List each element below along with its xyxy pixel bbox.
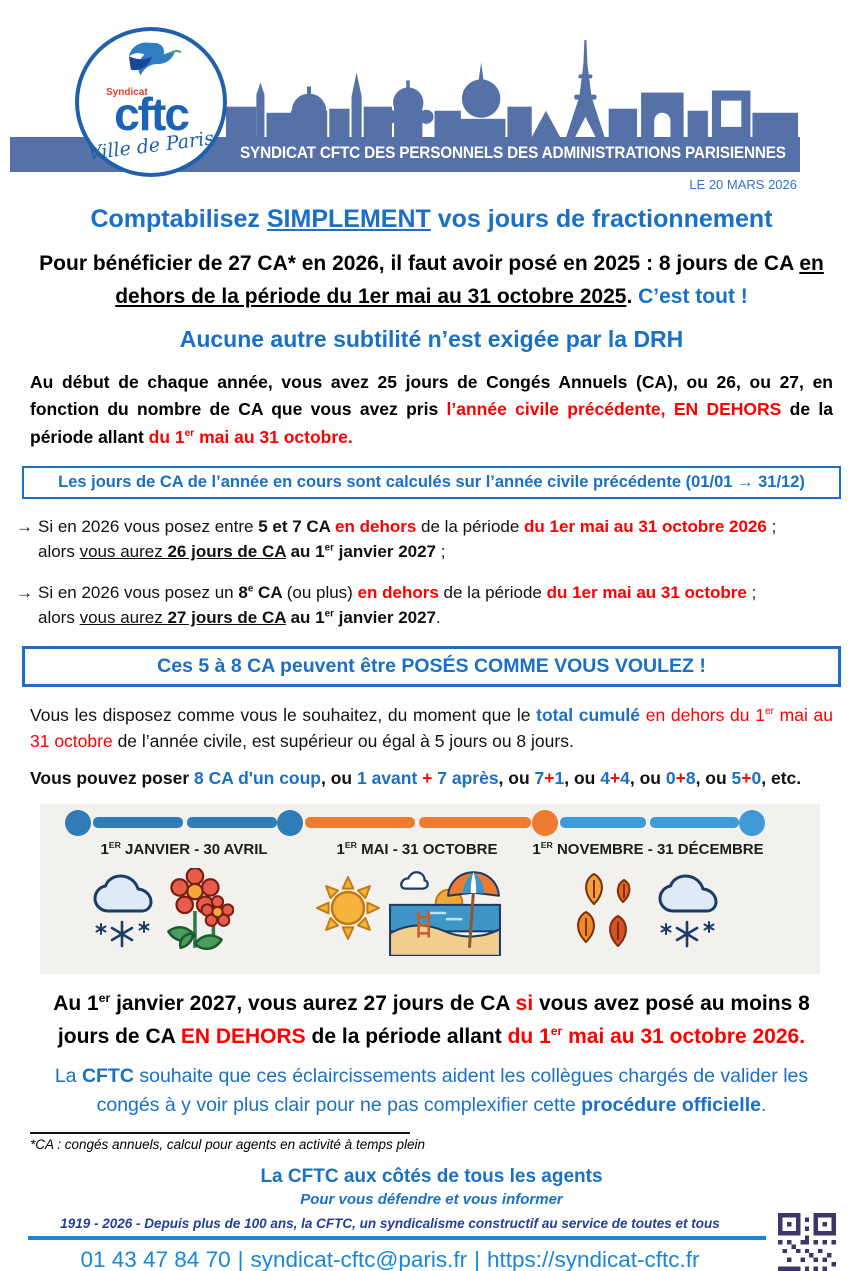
timeline-segment-nov-dec [650,817,739,829]
snow-cloud-icon [658,874,718,948]
pose-freely-box: Ces 5 à 8 CA peuvent être POSÉS COMME VO… [22,645,841,687]
intro-paragraph: Au début de chaque année, vous avez 25 j… [30,372,833,447]
arrow-icon: → [16,516,33,536]
calculation-rule-box: Les jours de CA de l’année en cours sont… [22,465,841,499]
snow-cloud-icon [93,874,153,948]
date-line: LE 20 MARS 2026 [689,177,797,192]
banner-text: SYNDICAT CFTC DES PERSONNELS DES ADMINIS… [240,144,786,162]
bullet-item-26ca: → Si en 2026 vous posez entre 5 et 7 CA … [16,514,835,565]
dove-icon [128,42,182,76]
logo-syndicat-label: Syndicat [106,87,148,98]
poser-paragraph: Vous pouvez poser 8 CA d'un coup, ou 1 a… [30,768,802,789]
separator: | [237,1247,244,1271]
bullet-text: Si en 2026 vous posez entre 5 et 7 CA en… [38,516,777,562]
timeline-segment-jan-avr [93,817,183,829]
phone-number: 01 43 47 84 70 [80,1247,231,1271]
cftc-logo: Syndicat cftc Ville de Paris [75,27,227,177]
header: SYNDICAT CFTC DES PERSONNELS DES ADMINIS… [0,0,863,196]
sun-icon [316,876,380,941]
timeline-label-mai-octobre: 1ER MAI - 31 OCTOBRE [336,840,498,859]
bullet-text: Si en 2026 vous posez un 8e CA (ou plus)… [38,582,757,628]
footnote-separator [30,1132,410,1135]
cftc-hope-paragraph: La CFTC souhaite que ces éclaircissement… [54,1064,809,1116]
page-title: Comptabilisez SIMPLEMENT vos jours de fr… [90,205,773,233]
dispose-paragraph: Vous les disposez comme vous le souhaite… [30,704,834,751]
spring-flowers-icon [167,868,234,951]
timeline-dot [65,810,91,837]
beach-umbrella-icon [389,871,501,957]
autumn-leaves-icon [577,873,631,948]
footer-tagline: La CFTC aux côtés de tous les agents [260,1166,603,1188]
timeline-segment-mai-oct [419,817,531,829]
centenary-line: 1919 - 2026 - Depuis plus de 100 ans, la… [60,1216,720,1232]
footer: 1919 - 2026 - Depuis plus de 100 ans, la… [0,1213,863,1271]
paris-skyline [226,40,798,137]
conclusion-paragraph: Au 1er janvier 2027, vous aurez 27 jours… [53,991,810,1049]
timeline-segment-mai-oct [305,817,415,829]
timeline-dot [739,810,765,837]
arrow-icon: → [16,582,33,602]
footer-slogan: Pour vous défendre et vous informer [300,1191,563,1209]
email-link[interactable]: syndicat-cftc@paris.fr [250,1247,468,1271]
website-link[interactable]: https://syndicat-cftc.fr [486,1247,700,1271]
footer-rule [28,1236,766,1241]
timeline-segment-nov-dec [560,817,646,829]
timeline-label-novembre-decembre: 1ER NOVEMBRE - 31 DÉCEMBRE [532,840,764,859]
qr-code [778,1213,836,1271]
bullet-item-27ca: → Si en 2026 vous posez un 8e CA (ou plu… [16,580,835,631]
timeline-segment-jan-avr [187,817,277,829]
seasons-timeline-graphic: 1ER JANVIER - 30 AVRIL 1ER MAI - 31 OCTO… [40,804,820,975]
subtitle: Pour bénéficier de 27 CA* en 2026, il fa… [39,252,824,309]
logo-acronym: cftc [114,88,190,140]
footnote: *CA : congés annuels, calcul pour agents… [30,1137,425,1153]
contact-line: 01 43 47 84 70 | syndicat-cftc@paris.fr | ht… [15,1247,765,1271]
timeline-label-janvier-avril: 1ER JANVIER - 30 AVRIL [100,840,268,859]
separator: | [474,1247,480,1271]
drh-heading: Aucune autre subtilité n’est exigée par … [179,326,684,353]
timeline-dot [277,810,303,837]
timeline-dot [532,810,558,837]
